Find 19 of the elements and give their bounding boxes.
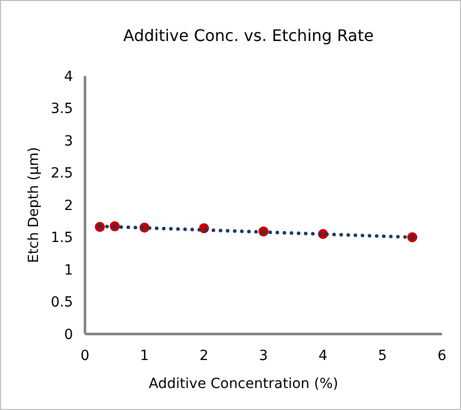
x-tick-label: 1 [140, 348, 149, 364]
y-tick-label: 1 [64, 262, 73, 278]
x-tick-label: 2 [200, 348, 208, 364]
y-tick-label: 3 [64, 133, 73, 150]
x-tick-label: 3 [259, 348, 268, 364]
y-tick-label: 3.5 [50, 101, 73, 118]
y-tick-label: 0 [64, 326, 73, 343]
x-tick-label: 0 [80, 348, 90, 364]
y-tick-label: 4 [64, 68, 74, 85]
x-tick-label: 6 [438, 348, 447, 364]
y-tick-label: 1.5 [50, 230, 73, 246]
x-tick-label: 4 [318, 348, 328, 364]
x-axis-title: Additive Concentration (%) [148, 376, 338, 392]
y-tick-label: 2.5 [50, 166, 73, 182]
y-axis-title: Etch Depth (µm) [26, 147, 42, 263]
x-tick-label: 5 [378, 348, 387, 364]
chart-title: Additive Conc. vs. Etching Rate [123, 26, 374, 45]
y-tick-label: 0.5 [50, 294, 73, 311]
y-tick-label: 2 [64, 198, 73, 214]
